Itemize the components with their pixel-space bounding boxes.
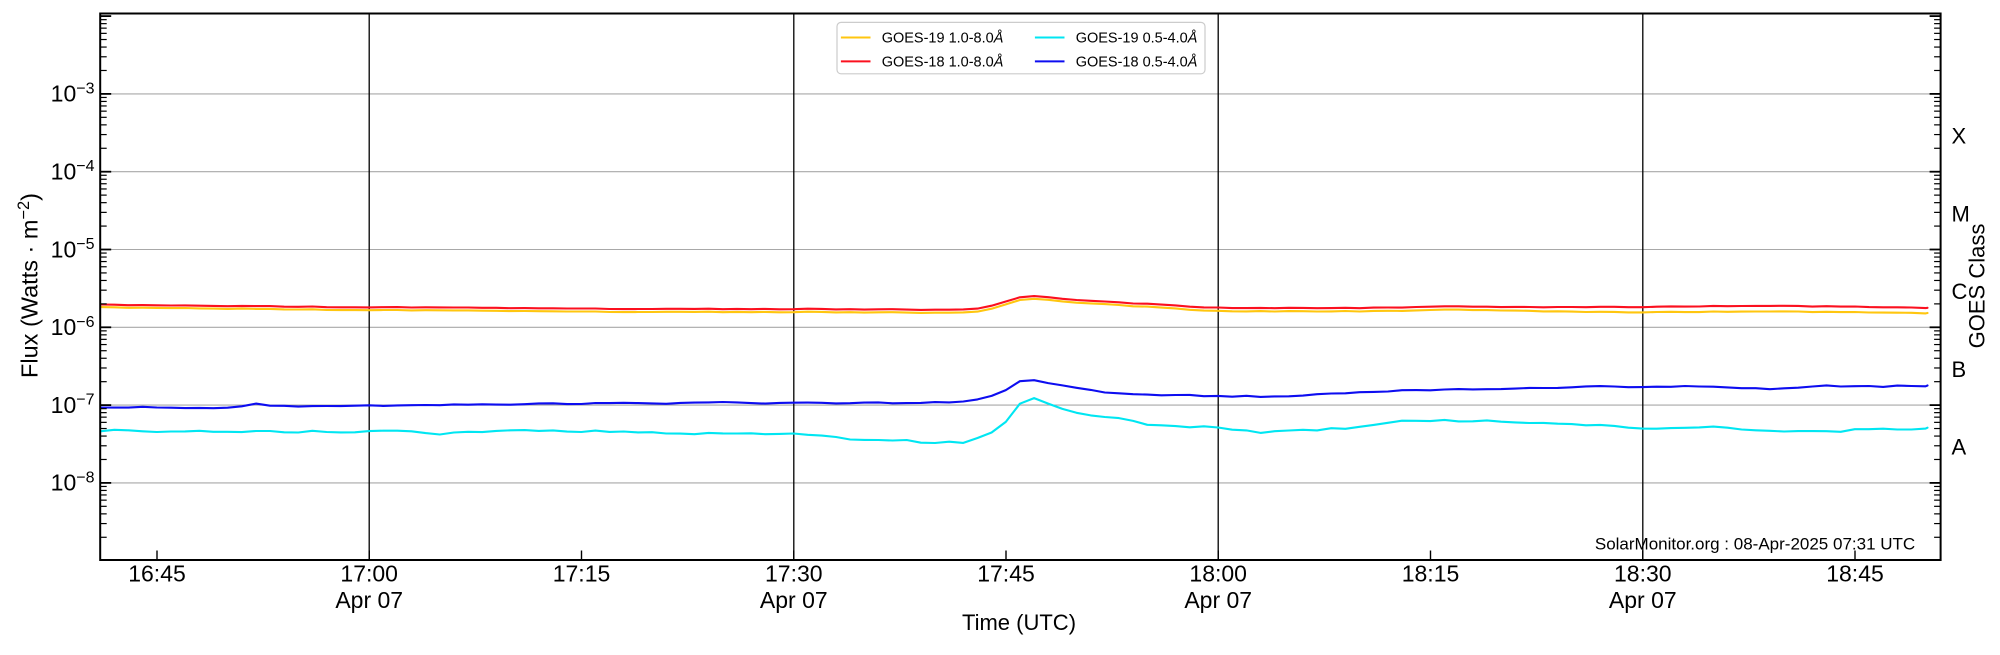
- svg-text:C: C: [1952, 279, 1968, 304]
- svg-text:X: X: [1952, 124, 1967, 149]
- svg-text:GOES-18 0.5-4.0Å: GOES-18 0.5-4.0Å: [1076, 54, 1198, 71]
- svg-text:17:30: 17:30: [765, 561, 823, 587]
- svg-text:18:45: 18:45: [1826, 561, 1884, 587]
- svg-text:A: A: [1952, 435, 1967, 460]
- svg-text:Time (UTC): Time (UTC): [962, 610, 1076, 635]
- svg-text:SolarMonitor.org : 08-Apr-2025: SolarMonitor.org : 08-Apr-2025 07:31 UTC: [1595, 535, 1915, 554]
- svg-text:17:15: 17:15: [553, 561, 611, 587]
- svg-text:Apr 07: Apr 07: [335, 587, 403, 613]
- svg-text:GOES-19 1.0-8.0Å: GOES-19 1.0-8.0Å: [882, 30, 1004, 47]
- svg-text:Apr 07: Apr 07: [1609, 587, 1677, 613]
- svg-text:Apr 07: Apr 07: [1184, 587, 1252, 613]
- svg-text:GOES-19 0.5-4.0Å: GOES-19 0.5-4.0Å: [1076, 30, 1198, 47]
- svg-text:Flux (Watts · m−2): Flux (Watts · m−2): [15, 193, 42, 378]
- svg-text:B: B: [1952, 357, 1967, 382]
- svg-text:17:45: 17:45: [977, 561, 1035, 587]
- svg-text:GOES-18 1.0-8.0Å: GOES-18 1.0-8.0Å: [882, 54, 1004, 71]
- svg-text:M: M: [1952, 201, 1970, 226]
- svg-text:17:00: 17:00: [340, 561, 398, 587]
- svg-text:Apr 07: Apr 07: [760, 587, 828, 613]
- svg-text:16:45: 16:45: [128, 561, 186, 587]
- svg-text:10−6: 10−6: [51, 314, 95, 340]
- svg-text:18:30: 18:30: [1614, 561, 1672, 587]
- svg-text:GOES Class: GOES Class: [1965, 224, 1990, 349]
- svg-text:18:15: 18:15: [1402, 561, 1460, 587]
- svg-text:18:00: 18:00: [1189, 561, 1247, 587]
